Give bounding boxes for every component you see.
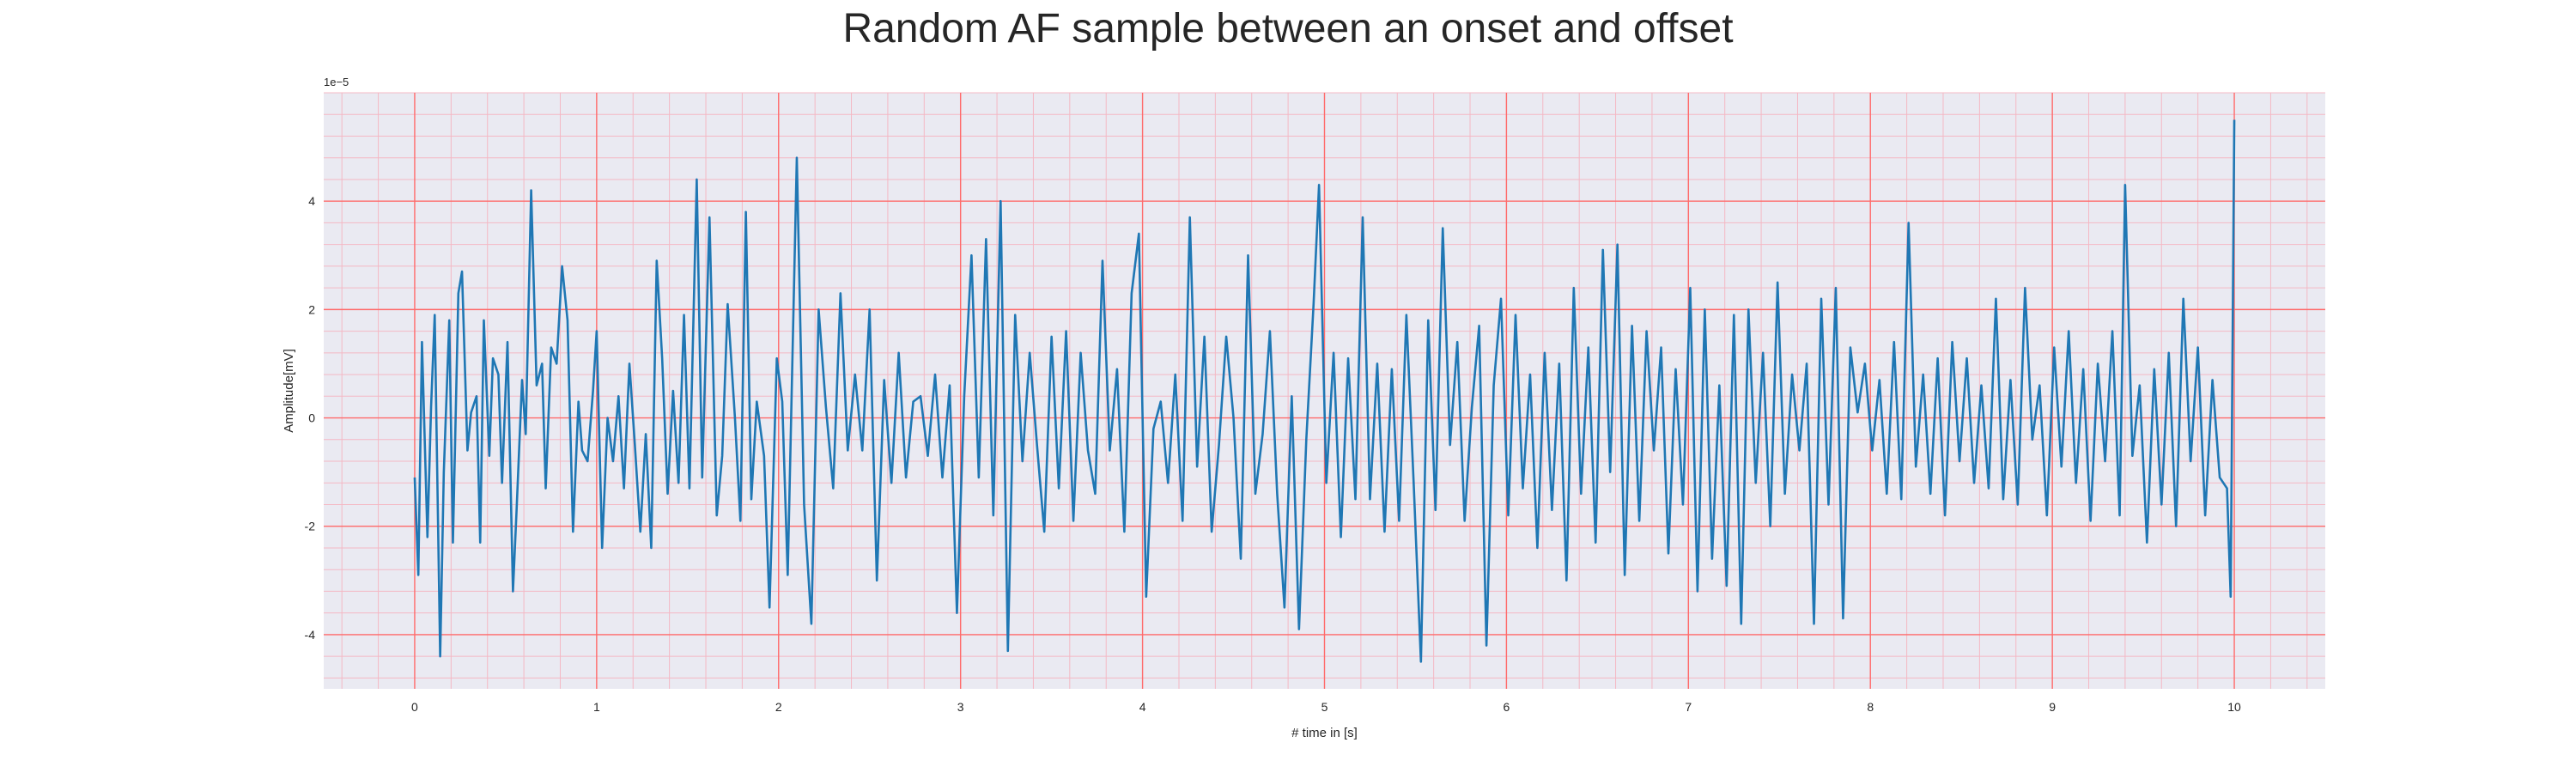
x-tick-label: 3 <box>957 700 964 714</box>
axes: 0 1 2 3 4 5 6 7 8 9 10 -4 -2 0 2 4 1e−5 # time in [s] Ampl… <box>282 76 2241 740</box>
y-tick-label: 2 <box>308 302 315 316</box>
x-tick-label: 8 <box>1867 700 1874 714</box>
y-tick-label: -2 <box>305 520 316 533</box>
x-tick-label: 5 <box>1321 700 1328 714</box>
chart-title: Random AF sample between an onset and of… <box>842 6 1734 52</box>
x-tick-label: 2 <box>775 700 782 714</box>
plot-area <box>324 92 2325 689</box>
x-tick-label: 9 <box>2049 700 2056 714</box>
y-offset-label: 1e−5 <box>324 76 349 88</box>
y-tick-label: -4 <box>305 628 316 642</box>
x-tick-label: 10 <box>2227 700 2241 714</box>
x-tick-label: 0 <box>411 700 418 714</box>
x-tick-label: 4 <box>1139 700 1146 714</box>
y-axis-label: Amplitude[mV] <box>282 349 296 433</box>
x-axis-label: # time in [s] <box>1291 726 1358 740</box>
y-tick-label: 0 <box>308 411 315 425</box>
x-tick-label: 7 <box>1685 700 1692 714</box>
series-line <box>413 119 2236 663</box>
x-tick-label: 1 <box>593 700 600 714</box>
y-tick-label: 4 <box>308 194 315 208</box>
x-tick-label: 6 <box>1504 700 1510 714</box>
